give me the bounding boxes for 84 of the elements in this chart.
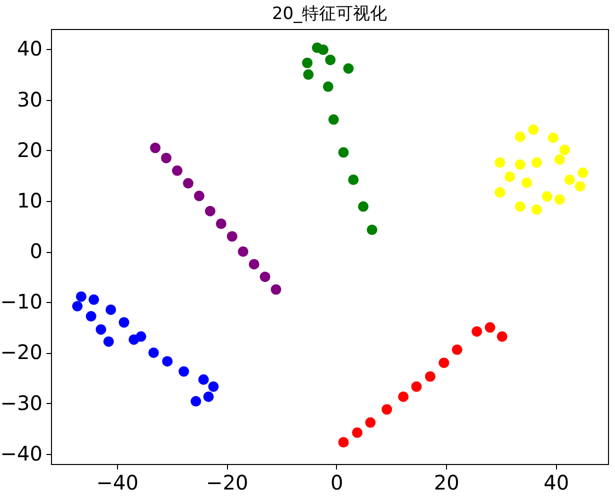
point [358, 201, 368, 212]
point [438, 358, 450, 368]
point [190, 396, 202, 407]
point [348, 174, 359, 185]
point [578, 167, 588, 178]
point [248, 258, 260, 270]
point [343, 63, 354, 74]
point [352, 427, 362, 438]
point [494, 187, 506, 198]
point [96, 324, 106, 335]
point [338, 437, 349, 448]
y-tick-label: −40 [0, 441, 42, 466]
point [496, 331, 508, 342]
point [150, 142, 161, 154]
point [411, 381, 422, 392]
point [72, 300, 83, 312]
point [270, 284, 282, 295]
y-tick-label: −20 [0, 340, 42, 364]
point [554, 194, 565, 205]
point [106, 304, 116, 315]
y-tick-label: −10 [0, 290, 42, 314]
point [452, 344, 462, 355]
x-tick-label: 40 [544, 470, 570, 494]
point [76, 291, 86, 302]
chart-title: 20_特征可视化 [272, 4, 388, 24]
point [216, 218, 226, 229]
point [86, 311, 96, 322]
point [103, 336, 114, 347]
point [366, 224, 378, 236]
point [160, 152, 172, 164]
point [322, 81, 334, 92]
point [204, 206, 216, 216]
point [548, 132, 558, 143]
point [162, 356, 173, 367]
x-tick-label: −20 [206, 470, 248, 494]
point [365, 417, 376, 428]
point [260, 272, 270, 282]
point [522, 178, 532, 188]
y-tick-label: 30 [17, 87, 42, 112]
point [238, 246, 248, 257]
point [531, 157, 542, 168]
point [542, 191, 552, 202]
y-tick-label: 40 [17, 36, 42, 61]
point [559, 144, 570, 156]
point [172, 165, 182, 176]
point [328, 114, 339, 125]
point [325, 54, 336, 66]
point [514, 132, 526, 142]
point [514, 201, 526, 212]
point [194, 190, 204, 202]
point [514, 159, 526, 170]
point [203, 391, 214, 402]
point [148, 347, 159, 358]
point [208, 381, 219, 392]
point [302, 58, 313, 68]
point [338, 147, 349, 158]
point [398, 391, 409, 402]
x-tick-label: 0 [330, 470, 344, 494]
y-tick-label: 10 [17, 188, 42, 212]
point [198, 374, 209, 385]
point [178, 366, 190, 377]
y-tick-label: 20 [17, 138, 42, 162]
point [504, 171, 516, 182]
point [531, 204, 542, 215]
point [494, 157, 506, 168]
point [382, 404, 392, 415]
point [128, 334, 140, 345]
x-tick-label: 20 [434, 470, 460, 494]
point [472, 326, 482, 337]
point [182, 178, 194, 189]
point [88, 294, 100, 305]
point [318, 44, 328, 55]
point [528, 124, 539, 135]
point [574, 181, 586, 192]
point [554, 154, 565, 165]
point [484, 322, 496, 333]
point [564, 174, 575, 185]
y-tick-label: −30 [0, 390, 42, 415]
point [424, 371, 436, 382]
point [303, 69, 314, 80]
point [226, 231, 238, 242]
point [118, 317, 130, 328]
y-tick-label: 0 [30, 239, 42, 264]
x-tick-label: −40 [96, 470, 138, 494]
